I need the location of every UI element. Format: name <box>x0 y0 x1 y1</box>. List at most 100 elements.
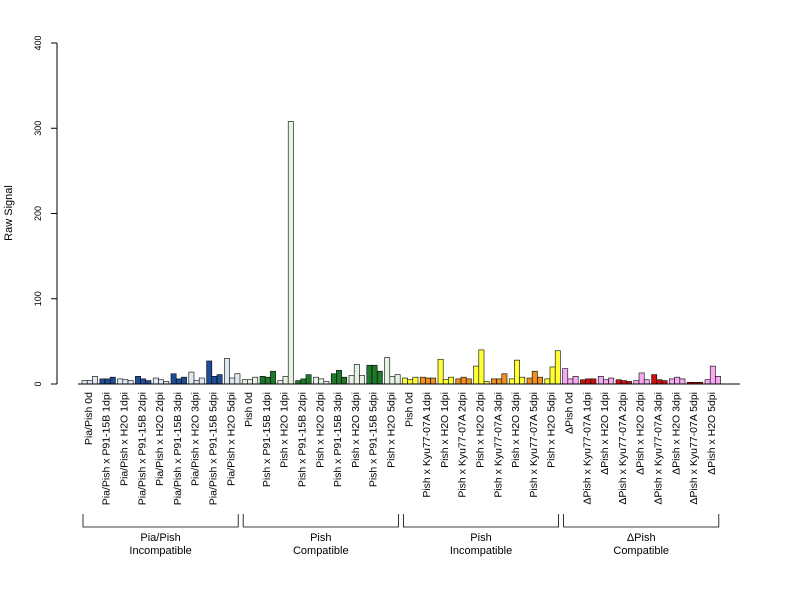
bar <box>526 377 533 385</box>
bar <box>376 370 383 385</box>
bar <box>99 378 106 385</box>
group-sublabel: Compatible <box>613 545 669 557</box>
bar <box>175 378 182 385</box>
group-sublabel: Incompatible <box>450 545 512 557</box>
x-tick-label: ΔPish x Kyu77-07A 1dpi <box>581 392 593 505</box>
x-tick-label: ΔPish x Kyu77-07A 2dpi <box>617 392 629 505</box>
bar <box>170 373 177 385</box>
bar <box>109 376 116 385</box>
bar <box>152 377 159 385</box>
bar <box>643 379 650 385</box>
x-tick-label: ΔPish 0d <box>564 392 576 434</box>
bar <box>465 378 472 385</box>
bar <box>715 376 721 385</box>
x-tick-label: Pia/Pish x P91-15B 3dpi <box>172 392 184 505</box>
bar <box>669 378 675 385</box>
bar <box>620 380 627 385</box>
bar <box>81 380 88 385</box>
bar <box>313 376 319 385</box>
x-tick-label: Pish x P91-15B 2dpi <box>297 392 309 487</box>
bar <box>562 368 569 385</box>
bar <box>442 379 449 385</box>
bar <box>366 364 373 385</box>
bar <box>104 378 111 385</box>
x-tick-label: Pish x Kyu77-07A 5dpi <box>528 392 540 498</box>
bar <box>460 376 467 385</box>
bar <box>348 375 355 385</box>
bar <box>544 378 551 385</box>
bar <box>585 378 592 385</box>
x-tick-label: Pish x Kyu77-07A 2dpi <box>457 392 469 498</box>
x-tick-label: ΔPish x H2O 2dpi <box>635 392 647 475</box>
x-tick-label: Pia/Pish x H2O 2dpi <box>154 392 166 486</box>
bars <box>81 121 721 385</box>
bar <box>282 376 289 385</box>
bar <box>295 380 302 385</box>
x-tick-label: Pish x Kyu77-07A 1dpi <box>421 392 433 498</box>
bar <box>580 379 586 385</box>
bar <box>430 377 437 385</box>
bar <box>336 370 342 385</box>
bar <box>425 377 431 385</box>
bar <box>633 380 640 385</box>
y-tick-label: 200 <box>33 206 43 221</box>
x-tick-label: Pia/Pish 0d <box>83 392 95 445</box>
x-tick-label: Pish x Kyu77-07A 3dpi <box>492 392 504 498</box>
x-tick-label: Pia/Pish x H2O 3dpi <box>190 392 202 486</box>
bar <box>597 376 604 385</box>
bar <box>264 376 271 385</box>
x-tick-label: Pish x P91-15B 5dpi <box>368 392 380 487</box>
bar <box>234 373 241 385</box>
bar <box>135 376 141 385</box>
x-tick-label: Pish x H2O 2dpi <box>314 392 326 468</box>
y-axis: 0 100 200 300 400 <box>33 35 58 387</box>
bar <box>508 378 515 385</box>
bar <box>188 371 195 385</box>
bar <box>224 358 230 385</box>
bar <box>353 364 360 385</box>
x-tick-label: Pia/Pish x P91-15B 1dpi <box>101 392 113 505</box>
x-tick-label: ΔPish x H2O 1dpi <box>599 392 611 475</box>
x-tick-label: ΔPish x Kyu77-07A 3dpi <box>653 392 665 505</box>
bar <box>287 121 294 385</box>
bar <box>674 376 681 385</box>
x-tick-labels: Pia/Pish 0d Pia/Pish x P91-15B 1dpi Pia/Pi… <box>83 392 718 505</box>
bar <box>603 379 609 385</box>
bar <box>704 379 711 385</box>
bar <box>277 380 284 385</box>
bar <box>519 376 526 385</box>
bar <box>117 378 124 385</box>
group-label: Pish <box>310 532 331 544</box>
x-tick-label: Pish x H2O 5dpi <box>386 392 398 468</box>
bar <box>145 380 152 385</box>
bar <box>537 376 543 385</box>
bar <box>394 374 401 385</box>
bar <box>193 380 200 385</box>
bar <box>259 376 266 385</box>
bar <box>496 378 503 385</box>
group-label: ΔPish <box>627 532 656 544</box>
bar <box>86 380 93 385</box>
bar <box>229 377 236 385</box>
bar <box>407 379 414 385</box>
bar <box>300 378 307 385</box>
bar <box>270 370 276 385</box>
bar <box>572 376 579 385</box>
group-brackets: Pia/PishIncompatiblePishCompatiblePishIn… <box>82 514 720 557</box>
bar <box>709 365 716 385</box>
bar <box>158 379 164 385</box>
y-tick-label: 400 <box>33 35 43 50</box>
bar <box>455 378 462 385</box>
group-bracket <box>403 514 559 528</box>
bar <box>241 379 248 385</box>
x-tick-label: Pia/Pish x P91-15B 2dpi <box>136 392 148 505</box>
bar <box>491 378 497 385</box>
group-label: Pish <box>470 532 491 544</box>
bar <box>305 374 312 385</box>
bar <box>419 376 426 385</box>
bar <box>140 378 147 385</box>
x-tick-label: Pish x H2O 1dpi <box>439 392 451 468</box>
bar <box>318 378 325 385</box>
x-tick-label: Pia/Pish x P91-15B 5dpi <box>208 392 220 505</box>
